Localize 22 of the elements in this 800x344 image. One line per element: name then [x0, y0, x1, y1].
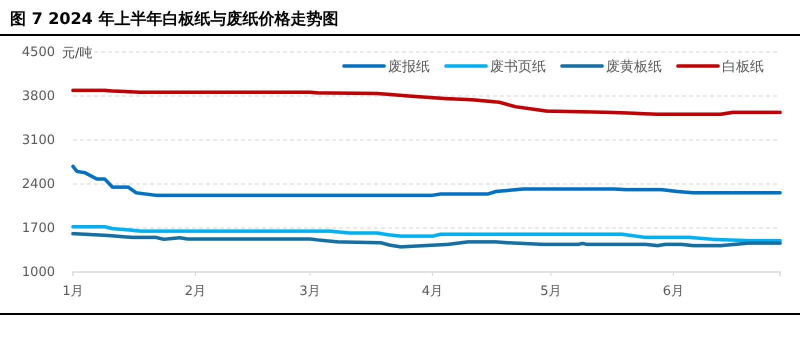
- x-tick-label: 1月: [62, 284, 84, 300]
- y-axis-title: 元/吨: [62, 46, 92, 61]
- chart-title: 图 7 2024 年上半年白板纸与废纸价格走势图: [10, 9, 338, 28]
- legend-label: 废书页纸: [490, 59, 546, 75]
- line-series: [71, 164, 782, 198]
- y-tick-label: 3800: [22, 89, 55, 104]
- line-series: [71, 88, 782, 116]
- line-series: [71, 232, 782, 249]
- y-tick-label: 4500: [22, 45, 55, 60]
- legend-label: 废报纸: [388, 59, 430, 75]
- x-tick-label: 4月: [422, 284, 444, 300]
- y-tick-label: 2400: [22, 177, 55, 192]
- x-tick-label: 5月: [540, 284, 562, 300]
- x-tick-label: 6月: [662, 284, 684, 300]
- y-tick-label: 1000: [22, 265, 55, 280]
- line-series: [71, 224, 782, 242]
- x-tick-label: 3月: [299, 284, 321, 300]
- y-tick-label: 1700: [22, 221, 55, 236]
- legend-label: 废黄板纸: [606, 59, 662, 75]
- x-tick-label: 2月: [184, 284, 206, 300]
- legend-label: 白板纸: [722, 59, 764, 75]
- y-tick-label: 3100: [22, 133, 55, 148]
